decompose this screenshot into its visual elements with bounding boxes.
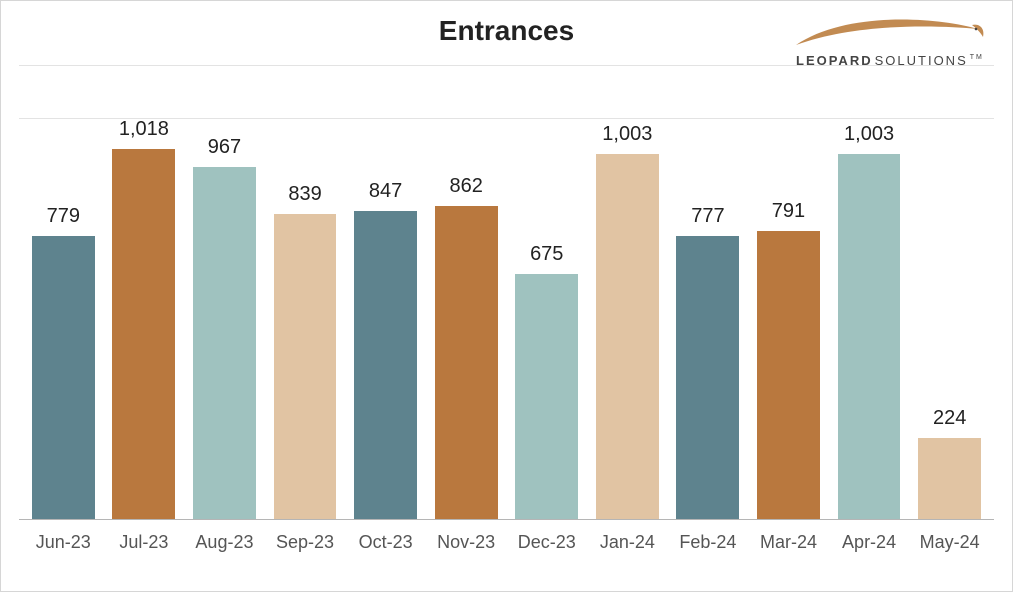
bar: 862: [435, 206, 498, 519]
bar: 791: [757, 231, 820, 519]
bar-value-label: 847: [369, 180, 402, 203]
x-tick-label: Jan-24: [587, 524, 668, 560]
logo-text-bold: LEOPARD: [796, 53, 873, 68]
bar: 675: [515, 274, 578, 519]
x-tick-label: Oct-23: [345, 524, 426, 560]
bar-value-label: 779: [47, 205, 80, 228]
bar-slot: 791: [748, 119, 829, 519]
x-tick-label: Nov-23: [426, 524, 507, 560]
bar-slot: 675: [506, 119, 587, 519]
bar-slot: 1,003: [829, 119, 910, 519]
bar-value-label: 862: [449, 175, 482, 198]
bar-value-label: 224: [933, 407, 966, 430]
x-tick-label: Apr-24: [829, 524, 910, 560]
bar-value-label: 967: [208, 136, 241, 159]
bar-slot: 1,003: [587, 119, 668, 519]
x-tick-label: Mar-24: [748, 524, 829, 560]
chart-frame: Entrances LEOPARDSOLUTIONSTM 7791,018967…: [0, 0, 1013, 592]
bar-slot: 1,018: [104, 119, 185, 519]
bar: 224: [918, 438, 981, 519]
bar-value-label: 839: [288, 183, 321, 206]
x-tick-label: Aug-23: [184, 524, 265, 560]
x-tick-label: Jun-23: [23, 524, 104, 560]
bar-value-label: 675: [530, 243, 563, 266]
bar-value-label: 1,003: [844, 123, 894, 146]
bar: 839: [274, 214, 337, 519]
logo-tm: TM: [970, 54, 984, 61]
x-tick-label: Jul-23: [104, 524, 185, 560]
bar: 1,003: [596, 154, 659, 519]
x-tick-label: May-24: [909, 524, 990, 560]
bar: 1,018: [112, 149, 175, 519]
bar-slot: 224: [909, 119, 990, 519]
bar-slot: 839: [265, 119, 346, 519]
x-tick-label: Sep-23: [265, 524, 346, 560]
bar-slot: 779: [23, 119, 104, 519]
bar-slot: 847: [345, 119, 426, 519]
bar: 847: [354, 211, 417, 519]
bar-value-label: 791: [772, 200, 805, 223]
bar-value-label: 1,018: [119, 118, 169, 141]
x-axis: Jun-23Jul-23Aug-23Sep-23Oct-23Nov-23Dec-…: [19, 524, 994, 560]
bar: 779: [32, 236, 95, 519]
logo-text-light: SOLUTIONS: [875, 53, 968, 68]
bar: 967: [193, 167, 256, 519]
plot-area: 779 1,018 967 839 847 862 675 1,003 777 791 1,003 2…: [19, 72, 994, 560]
svg-text:LEOPARDSOLUTIONSTM: LEOPARDSOLUTIONSTM: [796, 53, 984, 68]
leopard-logo-svg: LEOPARDSOLUTIONSTM: [786, 15, 986, 75]
brand-logo: LEOPARDSOLUTIONSTM: [786, 15, 986, 75]
bar: 777: [676, 236, 739, 519]
x-tick-label: Dec-23: [506, 524, 587, 560]
x-tick-label: Feb-24: [668, 524, 749, 560]
bar: 1,003: [838, 154, 901, 519]
bar-slot: 967: [184, 119, 265, 519]
bar-slot: 777: [668, 119, 749, 519]
bar-slot: 862: [426, 119, 507, 519]
bar-value-label: 1,003: [602, 123, 652, 146]
bar-value-label: 777: [691, 205, 724, 228]
bars-container: 779 1,018 967 839 847 862 675 1,003 777 791 1,003 2…: [19, 118, 994, 520]
